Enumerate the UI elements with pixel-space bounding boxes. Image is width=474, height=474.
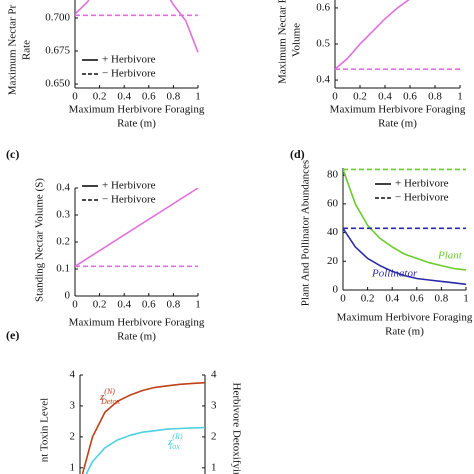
y-tick-label: 80 <box>327 169 339 181</box>
series-line <box>343 169 467 271</box>
x-axis-label: Maximum Herbivore Foraging <box>69 104 205 116</box>
panel: (e) 1 2 3 4 1 2 3 4 nt Toxin Level Herbivore Detox… <box>6 328 242 474</box>
legend-label: − Herbivore <box>102 194 156 206</box>
y-tick-label: 0.4 <box>316 74 330 86</box>
curve-label: z(N) Detox <box>99 387 121 406</box>
legend-label: + Herbivore <box>102 180 156 192</box>
curve-label: z(R) Tox <box>167 432 183 451</box>
curve-label-main: z <box>167 436 173 448</box>
y-tick-label: 3 <box>70 399 76 411</box>
y-tick-label: 0.4 <box>56 182 70 194</box>
y-axis-label: Volume <box>291 23 303 57</box>
x-tick-label: 0.6 <box>403 91 417 103</box>
panel: (c) 0 0.2 0.4 0.6 0.8 1 0 0.1 0.2 0.3 0.4 Standing N… <box>6 147 205 343</box>
x-axis-label: Maximum Herbivore Foraging <box>330 104 466 116</box>
series-line <box>85 426 206 474</box>
x-axis-label: Maximum Herbivore Foraging <box>337 312 473 324</box>
x-axis-label: Rate (m) <box>378 118 417 130</box>
x-axis-label: Rate (m) <box>117 331 156 343</box>
series-line <box>75 0 199 53</box>
y-tick-label: 0 <box>65 290 71 302</box>
y-tick-label: 2 <box>70 430 76 442</box>
x-tick-label: 0.4 <box>385 293 399 305</box>
x-tick-label: 0.2 <box>93 299 107 311</box>
panel-label: (c) <box>6 147 19 161</box>
y2-tick-label: 2 <box>211 430 217 442</box>
y-tick-label: 0.2 <box>56 236 70 248</box>
x-axis-label: Rate (m) <box>385 326 424 338</box>
y-tick-label: 0.5 <box>316 38 330 50</box>
y-tick-label: 0.3 <box>56 209 70 221</box>
x-tick-label: 0.4 <box>117 91 131 103</box>
curve-label-sub: Detox <box>100 397 121 406</box>
curve-label-sup: (R) <box>172 432 183 441</box>
x-tick-label: 0.8 <box>167 91 181 103</box>
curve-label: Plant <box>437 250 463 262</box>
x-tick-label: 0.2 <box>353 91 367 103</box>
curve-label-main: z <box>99 391 105 403</box>
panel-label: (e) <box>6 328 19 342</box>
y-tick-label: 0 <box>333 284 339 296</box>
y-tick-label: 0.6 <box>316 1 330 13</box>
series-line <box>343 227 467 286</box>
y2-tick-label: 1 <box>211 461 217 473</box>
panel-label: (d) <box>290 147 305 161</box>
y-tick-label: 4 <box>70 369 76 381</box>
y-tick-label: 0.700 <box>45 12 70 24</box>
y-axis-label: Maximum Nectar Pr <box>7 4 19 95</box>
legend-label: + Herbivore <box>395 178 449 190</box>
panel: (d) 0 0.2 0.4 0.6 0.8 1 0 20 40 60 80 Plant And Poll… <box>290 147 473 338</box>
x-tick-label: 0.4 <box>117 299 131 311</box>
x-tick-label: 1 <box>195 299 201 311</box>
y2-tick-label: 4 <box>211 369 217 381</box>
panel: 0 0.2 0.4 0.6 0.8 1 0.650 0.675 0.700 Maximum Nec… <box>7 0 205 130</box>
curve-label-sup: (N) <box>104 387 115 396</box>
y2-axis-label: Herbivore Detoxifyin <box>230 383 242 474</box>
y-axis-label: nt Toxin Level <box>39 398 51 462</box>
y-tick-label: 1 <box>70 461 76 473</box>
series-line <box>81 381 206 474</box>
y-axis-label: Plant And Pollinator Abundances <box>300 160 312 306</box>
x-tick-label: 1 <box>195 91 201 103</box>
x-tick-label: 0.6 <box>142 91 156 103</box>
x-tick-label: 0 <box>340 293 346 305</box>
x-tick-label: 0 <box>332 91 338 103</box>
y-axis-label: Rate <box>21 40 33 60</box>
x-tick-label: 0.8 <box>167 299 181 311</box>
x-tick-label: 0 <box>72 91 78 103</box>
series-line <box>335 0 410 70</box>
legend-label: − Herbivore <box>102 68 156 80</box>
x-axis-label: Rate (m) <box>117 118 156 130</box>
x-tick-label: 1 <box>463 293 469 305</box>
x-tick-label: 0.8 <box>428 91 442 103</box>
y-tick-label: 0.1 <box>56 263 70 275</box>
legend-label: − Herbivore <box>395 192 449 204</box>
y2-tick-label: 3 <box>211 399 217 411</box>
curve-label: Pollinator <box>371 268 418 280</box>
x-tick-label: 0 <box>72 299 78 311</box>
y-axis-label: Standing Nectar Volume (S) <box>34 178 46 302</box>
x-tick-label: 0.8 <box>435 293 449 305</box>
y-tick-label: 0.650 <box>45 78 70 90</box>
x-tick-label: 0.6 <box>142 299 156 311</box>
x-tick-label: 0.2 <box>361 293 375 305</box>
legend-label: + Herbivore <box>102 54 156 66</box>
y-axis-label: Maximum Nectar R <box>277 0 289 84</box>
y-tick-label: 40 <box>327 226 339 238</box>
x-tick-label: 1 <box>457 91 463 103</box>
x-tick-label: 0.6 <box>410 293 424 305</box>
curve-label-sub: Tox <box>169 442 181 451</box>
y-tick-label: 60 <box>327 197 339 209</box>
x-tick-label: 0.4 <box>378 91 392 103</box>
y-tick-label: 20 <box>327 255 339 267</box>
x-axis-label: Maximum Herbivore Foraging <box>69 317 205 329</box>
series-line <box>75 188 199 267</box>
y-tick-label: 0.675 <box>45 45 70 57</box>
x-tick-label: 0.2 <box>93 91 107 103</box>
